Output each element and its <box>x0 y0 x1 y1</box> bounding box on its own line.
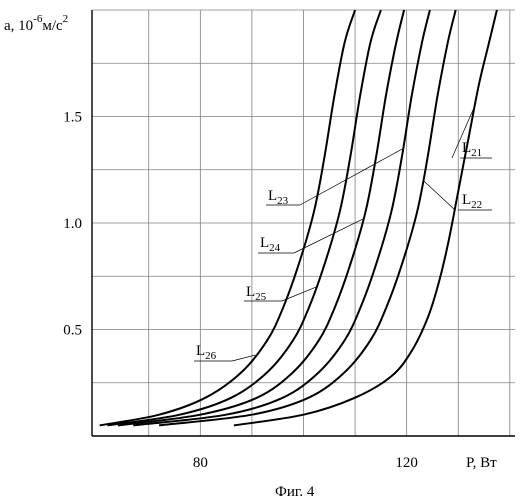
curve-L23 <box>133 10 430 425</box>
leader-line <box>423 180 455 210</box>
curve-L24 <box>118 10 404 425</box>
curves <box>100 10 497 425</box>
x-axis-label: P, Вт <box>466 455 497 471</box>
curve-L26 <box>100 10 355 425</box>
y-axis-label-unit-exp: 2 <box>63 13 69 25</box>
y-axis-label: a, 10-6м/с2 <box>4 13 68 34</box>
series-labels: L21L22L23L24L25L26 <box>194 106 492 362</box>
x-tick-label: 80 <box>193 455 208 471</box>
y-axis-label-prefix: a, 10 <box>4 18 33 34</box>
series-label-L24: L24 <box>260 235 281 254</box>
x-tick-label: 120 <box>395 455 418 471</box>
series-label-L26: L26 <box>196 343 217 362</box>
y-tick-label: 0.5 <box>63 323 82 339</box>
y-axis-label-unit: м/с <box>42 18 63 34</box>
series-label-L23: L23 <box>268 188 289 207</box>
leader-line <box>300 148 403 205</box>
y-tick-label: 1.0 <box>63 216 82 232</box>
series-label-L25: L25 <box>246 284 267 303</box>
curve-L22 <box>159 10 456 425</box>
figure-caption: Фиг. 4 <box>275 484 315 500</box>
series-label-L22: L22 <box>462 192 482 211</box>
leader-line <box>282 287 316 301</box>
curve-L21 <box>234 10 497 425</box>
y-tick-label: 1.5 <box>63 110 82 126</box>
